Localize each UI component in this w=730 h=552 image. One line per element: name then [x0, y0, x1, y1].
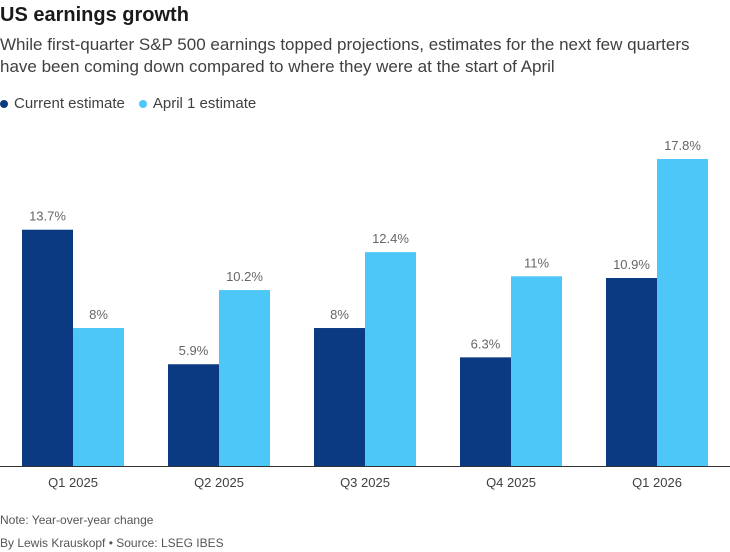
- data-label-current-2: 5.9%: [179, 343, 209, 358]
- data-label-april-4: 11%: [524, 255, 549, 270]
- bar-current-4: [460, 357, 511, 466]
- x-tick-label-4: Q4 2025: [486, 475, 536, 490]
- bar-april-2: [219, 290, 270, 466]
- data-label-april-3: 12.4%: [372, 231, 409, 246]
- bar-april-5: [657, 159, 708, 466]
- data-label-april-2: 10.2%: [226, 269, 263, 284]
- legend-marker-current: [0, 99, 8, 108]
- data-label-current-3: 8%: [330, 307, 349, 322]
- legend-marker-april: [138, 99, 147, 108]
- data-label-april-1: 8%: [89, 307, 108, 322]
- data-label-current-5: 10.9%: [613, 257, 650, 272]
- x-tick-label-3: Q3 2025: [340, 475, 390, 490]
- legend-item-april: April 1 estimate: [138, 95, 257, 112]
- chart-subtitle: While first-quarter S&P 500 earnings top…: [0, 35, 690, 76]
- data-label-april-5: 17.8%: [664, 138, 701, 153]
- x-tick-label-1: Q1 2025: [48, 475, 98, 490]
- x-tick-label-5: Q1 2026: [632, 475, 682, 490]
- bar-april-4: [511, 276, 562, 466]
- legend-item-current: Current estimate: [0, 95, 125, 112]
- bar-current-5: [606, 278, 657, 466]
- bar-current-3: [314, 328, 365, 466]
- chart-note: Note: Year-over-year change: [0, 513, 154, 527]
- legend-label-current: Current estimate: [14, 95, 125, 112]
- legend: Current estimate April 1 estimate: [0, 95, 270, 112]
- legend-label-april: April 1 estimate: [152, 95, 257, 112]
- x-tick-label-2: Q2 2025: [194, 475, 244, 490]
- bar-current-1: [22, 229, 73, 466]
- bar-current-2: [168, 364, 219, 466]
- bar-april-3: [365, 252, 416, 466]
- chart-byline: By Lewis Krauskopf • Source: LSEG IBES: [0, 536, 224, 550]
- data-label-current-1: 13.7%: [29, 209, 66, 224]
- data-label-current-4: 6.3%: [471, 336, 501, 351]
- bar-april-1: [73, 328, 124, 466]
- chart-title: US earnings growth: [0, 4, 189, 26]
